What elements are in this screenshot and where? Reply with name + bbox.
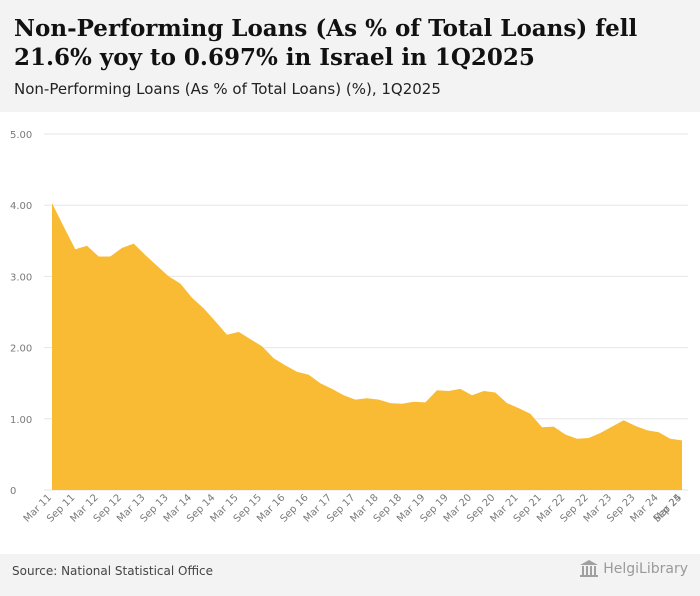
source-note: Source: National Statistical Office — [12, 564, 214, 578]
series-area — [52, 203, 682, 490]
y-tick-label: 2.00 — [10, 344, 32, 355]
library-building-icon — [580, 560, 599, 577]
y-tick-label: 3.00 — [10, 272, 32, 283]
chart-subtitle: Non-Performing Loans (As % of Total Loan… — [14, 80, 441, 98]
logo-text: HelgiLibrary — [603, 561, 688, 577]
y-tick-label: 0 — [10, 486, 16, 497]
y-tick-label: 1.00 — [10, 415, 32, 426]
y-tick-label: 4.00 — [10, 201, 32, 212]
chart-area: 0 1.00 2.00 3.00 4.00 5.00 Mar 11 Sep 11 Mar 12 S… — [0, 112, 700, 554]
chart-title: Non-Performing Loans (As % of Total Loan… — [14, 15, 638, 71]
helgi-library-logo: HelgiLibrary — [579, 560, 688, 578]
y-tick-label: 5.00 — [10, 130, 32, 141]
